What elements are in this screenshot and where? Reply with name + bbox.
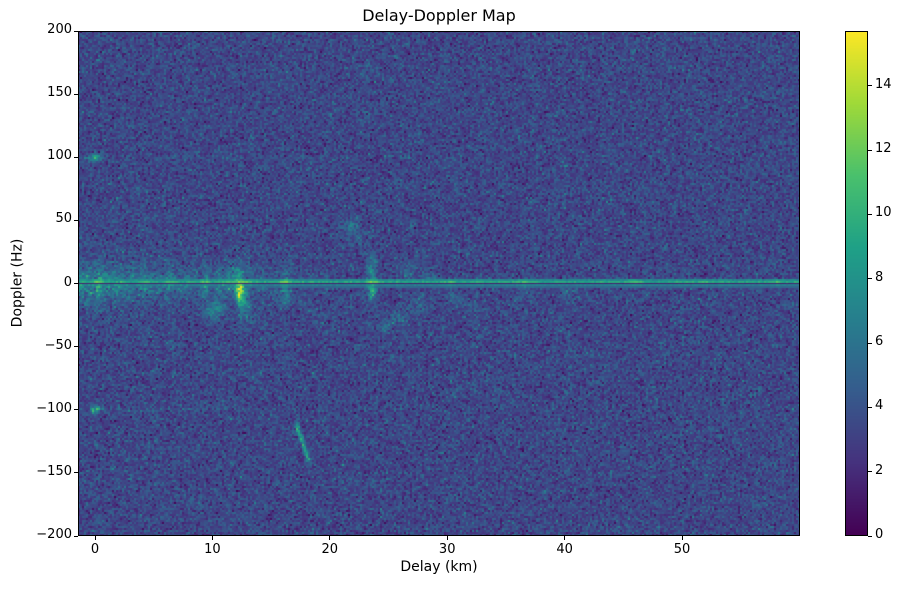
colorbar-tick-mark [868,535,872,537]
colorbar-tick-mark [868,278,872,280]
colorbar-tick-mark [868,85,872,87]
colorbar-tick-label: 0 [875,527,884,542]
y-tick-mark [74,30,78,32]
x-tick-label: 40 [556,542,573,557]
y-tick-label: −150 [36,463,72,479]
x-tick-label: 50 [673,542,691,557]
y-tick-mark [74,156,78,158]
x-axis-label: Delay (km) [400,559,478,575]
colorbar-tick-label: 2 [875,462,884,478]
x-tick-label: 10 [204,542,221,557]
y-tick-mark [74,219,78,221]
heatmap-image [78,31,800,536]
x-tick-mark [681,536,683,540]
y-tick-mark [74,409,78,411]
colorbar-image [845,31,868,536]
colorbar-tick-label: 6 [875,334,884,349]
y-tick-label: 150 [47,85,72,101]
colorbar-tick-mark [868,471,872,473]
x-tick-mark [94,536,96,540]
y-tick-label: −200 [36,527,72,542]
y-tick-label: 100 [47,148,72,164]
y-tick-mark [74,472,78,474]
colorbar-tick-label: 10 [875,205,892,221]
y-tick-mark [74,283,78,284]
y-tick-label: −100 [36,400,72,416]
colorbar-tick-mark [868,149,872,151]
y-tick-mark [74,93,78,95]
colorbar-tick-label: 14 [875,76,892,92]
colorbar-tick-mark [868,213,872,215]
chart-title: Delay-Doppler Map [362,6,516,25]
y-tick-mark [74,535,78,537]
x-tick-mark [211,536,213,540]
x-tick-mark [564,536,566,540]
y-tick-label: 0 [63,274,72,290]
x-tick-mark [329,536,331,540]
y-tick-mark [74,346,78,348]
x-tick-label: 0 [90,542,100,557]
x-tick-label: 20 [321,542,339,557]
y-tick-label: −50 [44,337,72,353]
y-tick-label: 200 [47,22,72,37]
y-tick-label: 50 [55,211,72,227]
colorbar-tick-mark [868,406,872,408]
colorbar-tick-mark [868,342,872,344]
colorbar-tick-label: 12 [875,141,892,156]
x-tick-mark [446,536,448,540]
colorbar-tick-label: 4 [875,398,884,414]
x-tick-label: 30 [438,542,456,557]
colorbar-tick-label: 8 [875,269,884,285]
